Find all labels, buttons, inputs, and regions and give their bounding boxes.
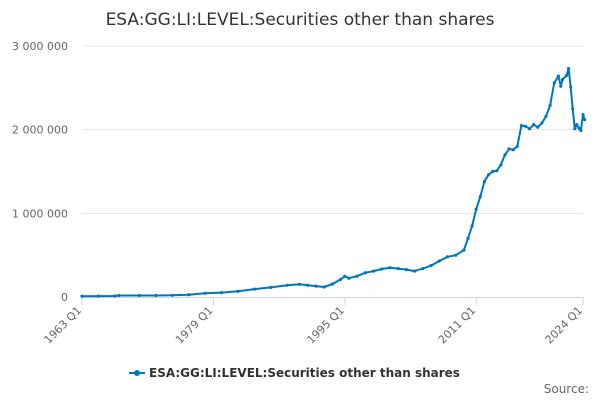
data-point[interactable] — [330, 282, 335, 286]
data-point[interactable] — [548, 103, 552, 107]
data-point[interactable] — [579, 128, 583, 133]
data-point[interactable] — [343, 274, 347, 278]
data-point[interactable] — [117, 293, 121, 298]
data-point[interactable] — [583, 118, 587, 122]
data-point[interactable] — [113, 294, 117, 298]
gridlines — [82, 45, 583, 214]
data-point[interactable] — [347, 276, 351, 280]
data-point[interactable] — [285, 283, 289, 287]
x-tick-label: 1963 Q1 — [42, 304, 85, 347]
y-axis-labels: 0 1 000 000 2 000 000 3 000 000 — [12, 40, 68, 304]
data-point[interactable] — [462, 248, 466, 252]
data-point[interactable] — [80, 294, 84, 298]
data-point[interactable] — [355, 274, 359, 278]
series-line[interactable] — [81, 67, 586, 298]
data-point[interactable] — [528, 127, 532, 131]
y-tick-label: 3 000 000 — [12, 40, 68, 53]
data-point[interactable] — [565, 73, 569, 77]
data-point[interactable] — [96, 294, 100, 298]
data-point[interactable] — [544, 114, 548, 118]
data-point[interactable] — [437, 259, 441, 263]
chart-title: ESA:GG:LI:LEVEL:Securities other than sh… — [106, 10, 495, 30]
data-point[interactable] — [470, 224, 474, 228]
data-point[interactable] — [236, 289, 240, 293]
data-point[interactable] — [503, 153, 507, 157]
data-point[interactable] — [474, 207, 478, 211]
data-point[interactable] — [269, 285, 273, 289]
data-point[interactable] — [499, 163, 503, 167]
x-tick-label: 2024 Q1 — [543, 304, 586, 347]
data-point[interactable] — [560, 77, 565, 82]
data-point[interactable] — [252, 287, 257, 291]
data-point[interactable] — [486, 173, 491, 177]
data-point[interactable] — [388, 266, 392, 270]
x-tick-label: 1995 Q1 — [304, 304, 347, 347]
data-point[interactable] — [429, 264, 433, 268]
data-point[interactable] — [396, 267, 400, 271]
data-point[interactable] — [571, 107, 575, 111]
data-point[interactable] — [581, 113, 585, 117]
legend[interactable]: ESA:GG:LI:LEVEL:Securities other than sh… — [129, 366, 460, 380]
data-point[interactable] — [523, 124, 528, 128]
data-point[interactable] — [187, 293, 191, 297]
data-point[interactable] — [421, 267, 425, 271]
data-point[interactable] — [170, 293, 174, 297]
data-point[interactable] — [306, 283, 310, 287]
data-point[interactable] — [556, 74, 561, 78]
data-point[interactable] — [519, 123, 524, 128]
data-point[interactable] — [569, 85, 573, 89]
data-point[interactable] — [573, 127, 577, 131]
data-point[interactable] — [380, 267, 384, 271]
source-credit[interactable]: Source: — [544, 382, 589, 396]
data-point[interactable] — [577, 126, 581, 130]
data-point[interactable] — [322, 285, 326, 289]
data-point[interactable] — [413, 269, 417, 273]
data-point[interactable] — [559, 84, 563, 88]
data-point[interactable] — [466, 236, 470, 240]
x-tick-label: 2011 Q1 — [436, 304, 479, 347]
data-point[interactable] — [154, 293, 158, 298]
data-point[interactable] — [298, 282, 302, 286]
data-point[interactable] — [515, 144, 519, 148]
data-point[interactable] — [203, 291, 207, 295]
data-point[interactable] — [137, 293, 142, 298]
y-tick-label: 2 000 000 — [12, 124, 68, 137]
data-point[interactable] — [536, 125, 540, 129]
data-point[interactable] — [363, 271, 367, 275]
data-point[interactable] — [478, 195, 482, 199]
data-point[interactable] — [454, 253, 458, 257]
data-point[interactable] — [491, 169, 495, 174]
data-point[interactable] — [314, 284, 318, 288]
data-point[interactable] — [532, 123, 536, 127]
data-point[interactable] — [567, 67, 571, 71]
data-point[interactable] — [220, 291, 224, 295]
legend-label[interactable]: ESA:GG:LI:LEVEL:Securities other than sh… — [149, 366, 460, 380]
data-point[interactable] — [507, 147, 511, 151]
x-tick-label: 1979 Q1 — [173, 304, 216, 347]
data-point[interactable] — [495, 169, 499, 173]
y-tick-label: 1 000 000 — [12, 207, 68, 220]
data-point[interactable] — [482, 179, 486, 184]
x-axis: 1963 Q1 1979 Q1 1995 Q1 2011 Q1 2024 Q1 — [42, 297, 586, 347]
y-tick-label: 0 — [61, 291, 68, 304]
data-point[interactable] — [540, 121, 544, 125]
data-point[interactable] — [552, 81, 556, 85]
data-point[interactable] — [404, 268, 408, 272]
data-point[interactable] — [575, 123, 579, 127]
series[interactable] — [80, 67, 587, 298]
data-point[interactable] — [445, 255, 450, 259]
legend-swatch-marker — [134, 370, 140, 376]
data-point[interactable] — [511, 148, 515, 152]
data-point[interactable] — [372, 269, 376, 273]
data-point[interactable] — [339, 277, 343, 281]
